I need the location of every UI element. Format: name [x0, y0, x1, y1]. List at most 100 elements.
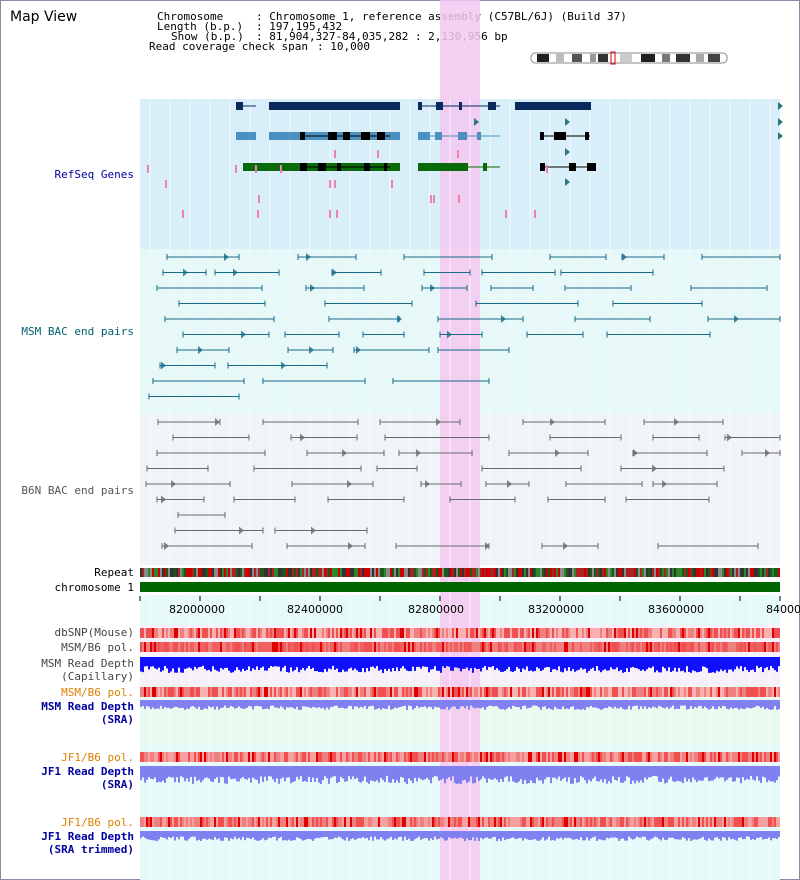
msm-capillary-depth-bar [350, 657, 352, 668]
repeat-segment [242, 568, 244, 577]
repeat-segment [356, 568, 358, 577]
polymorphism-cell [264, 628, 266, 638]
msm-sra-depth-bar [418, 700, 420, 708]
polymorphism-cell [250, 628, 252, 638]
polymorphism-cell [346, 628, 348, 638]
polymorphism-cell [552, 752, 554, 762]
polymorphism-cell [352, 642, 354, 652]
polymorphism-cell [700, 817, 702, 827]
jf1-sra-depth-bar [622, 766, 624, 783]
polymorphism-cell [232, 687, 234, 697]
repeat-segment [580, 568, 582, 577]
polymorphism-cell [404, 628, 406, 638]
msm-capillary-depth-bar [530, 657, 532, 671]
polymorphism-cell [710, 687, 712, 697]
polymorphism-cell [394, 642, 396, 652]
polymorphism-cell [580, 628, 582, 638]
jf1-trimmed-depth-bar [228, 831, 230, 841]
b6n-bac-marker [348, 542, 353, 550]
polymorphism-cell [548, 752, 550, 762]
polymorphism-cell [328, 628, 330, 638]
repeat-segment [714, 568, 716, 577]
polymorphism-cell [648, 752, 650, 762]
msm-capillary-depth-bar [324, 657, 326, 670]
msm-sra-depth-bar [396, 700, 398, 709]
msm-capillary-depth-bar [672, 657, 674, 671]
repeat-segment [648, 568, 650, 577]
jf1-sra-depth-bar [728, 766, 730, 778]
repeat-segment [770, 568, 772, 577]
polymorphism-cell [428, 687, 430, 697]
polymorphism-cell [198, 687, 200, 697]
polymorphism-cell [572, 687, 574, 697]
msm-sra-depth-bar [344, 700, 346, 709]
polymorphism-cell [664, 642, 666, 652]
repeat-segment [436, 568, 438, 577]
jf1-sra-depth-bar [426, 766, 428, 778]
polymorphism-cell [140, 687, 142, 697]
msm-sra-depth-bar [584, 700, 586, 710]
polymorphism-cell [478, 687, 480, 697]
jf1-sra-depth-bar [186, 766, 188, 779]
polymorphism-cell [166, 628, 168, 638]
msm-sra-depth-bar [696, 700, 698, 708]
jf1-trimmed-depth-bar [312, 831, 314, 841]
jf1-trimmed-depth-bar [548, 831, 550, 837]
polymorphism-cell [368, 687, 370, 697]
msm-sra-depth-bar [364, 700, 366, 707]
msm-sra-depth-bar [240, 700, 242, 709]
polymorphism-cell [594, 817, 596, 827]
polymorphism-cell [706, 628, 708, 638]
polymorphism-cell [676, 752, 678, 762]
polymorphism-cell [390, 687, 392, 697]
msm-sra-depth-bar [268, 700, 270, 710]
msm-sra-depth-bar [598, 700, 600, 709]
polymorphism-cell [296, 687, 298, 697]
polymorphism-cell [330, 752, 332, 762]
jf1-sra-depth-bar [432, 766, 434, 778]
msm-capillary-depth-bar [468, 657, 470, 671]
polymorphism-cell [614, 817, 616, 827]
polymorphism-cell [262, 687, 264, 697]
polymorphism-cell [304, 817, 306, 827]
polymorphism-cell [434, 642, 436, 652]
polymorphism-cell [366, 752, 368, 762]
polymorphism-cell [426, 642, 428, 652]
jf1-sra-depth-bar [268, 766, 270, 777]
polymorphism-cell [736, 687, 738, 697]
msm-sra-depth-bar [218, 700, 220, 710]
msm-capillary-depth-bar [512, 657, 514, 672]
msm-capillary-depth-bar [192, 657, 194, 671]
jf1-trimmed-depth-bar [752, 831, 754, 840]
msm-bac-marker [501, 315, 506, 323]
polymorphism-cell [560, 642, 562, 652]
msm-sra-depth-bar [352, 700, 354, 710]
msm-sra-depth-bar [390, 700, 392, 710]
polymorphism-cell [412, 642, 414, 652]
jf1-sra-depth-bar [284, 766, 286, 782]
msm-capillary-depth-bar [558, 657, 560, 667]
polymorphism-cell [178, 752, 180, 762]
repeat-segment [690, 568, 692, 577]
polymorphism-cell [434, 752, 436, 762]
polymorphism-cell [510, 628, 512, 638]
polymorphism-cell [182, 628, 184, 638]
polymorphism-cell [314, 817, 316, 827]
polymorphism-cell [738, 687, 740, 697]
msm-sra-depth-bar [200, 700, 202, 710]
jf1-sra-depth-bar [486, 766, 488, 783]
jf1-trimmed-depth-bar [322, 831, 324, 838]
polymorphism-cell [400, 628, 402, 638]
jf1-trimmed-depth-bar [652, 831, 654, 839]
msm-capillary-depth-bar [564, 657, 566, 669]
jf1-trimmed-depth-bar [266, 831, 268, 840]
polymorphism-cell [638, 817, 640, 827]
polymorphism-cell [732, 817, 734, 827]
polymorphism-cell [286, 642, 288, 652]
repeat-segment [514, 568, 516, 577]
gene-block [515, 102, 591, 110]
msm-capillary-depth-bar [486, 657, 488, 670]
msm-capillary-depth-bar [696, 657, 698, 673]
polymorphism-cell [416, 752, 418, 762]
